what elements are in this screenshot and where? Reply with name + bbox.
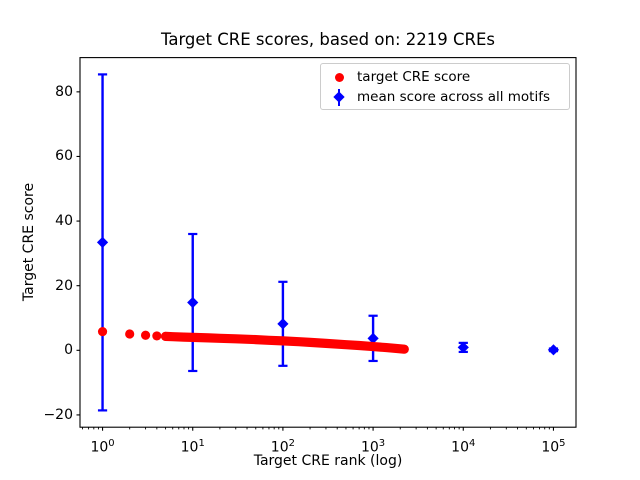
x-tick-label: 101 (180, 437, 205, 456)
legend-entry-target-score: target CRE score (321, 67, 569, 87)
target-score-dot (97, 326, 108, 337)
y-tick-label: −20 (43, 406, 73, 423)
x-tick-label: 104 (451, 437, 476, 456)
y-axis-label: Target CRE score (21, 182, 37, 302)
chart-title: Target CRE scores, based on: 2219 CREs (160, 30, 496, 49)
target-score-dot (125, 329, 135, 339)
target-score-dot (152, 331, 162, 341)
y-tick-label: 0 (64, 342, 73, 359)
x-tick-label: 100 (90, 437, 115, 456)
axes-spines (79, 57, 577, 428)
red-circle-marker-icon (321, 67, 357, 87)
target-score-dot (160, 331, 171, 342)
mean-score-diamond-marker (367, 332, 379, 344)
mean-score-diamond-marker (277, 318, 289, 330)
legend: target CRE score mean score across all m… (320, 63, 570, 110)
y-tick-label: 20 (55, 277, 73, 294)
mean-score-diamond-marker (96, 236, 109, 248)
mean-score-diamond-marker (547, 344, 560, 356)
legend-label: target CRE score (357, 69, 471, 85)
mean-score-diamond-marker (457, 341, 469, 353)
blue-diamond-errorbar-marker-icon (321, 87, 357, 107)
legend-label: mean score across all motifs (357, 89, 551, 105)
x-tick-label: 105 (541, 437, 566, 456)
y-tick-label: 40 (55, 213, 73, 230)
x-tick-label: 102 (270, 437, 295, 456)
x-axis-label: Target CRE rank (log) (253, 453, 403, 469)
legend-entry-mean-score: mean score across all motifs (321, 87, 569, 107)
y-tick-label: 80 (55, 83, 73, 100)
y-tick-label: 60 (55, 148, 73, 165)
x-tick-label: 103 (360, 437, 386, 456)
target-score-dot (140, 330, 151, 340)
mean-score-diamond-marker (187, 296, 199, 309)
target-score-dot-band (161, 331, 409, 354)
